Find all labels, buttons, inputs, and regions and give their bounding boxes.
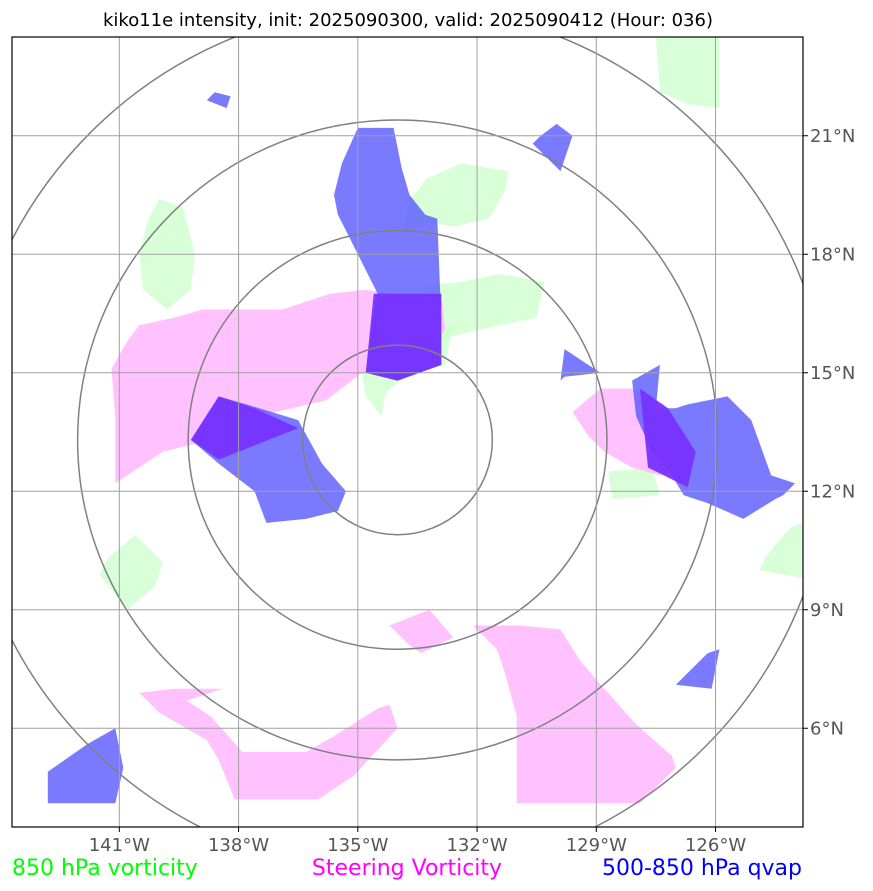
- lat-lon-gridlines: [12, 37, 803, 827]
- 850-hpa-vorticity-region-7: [759, 522, 803, 579]
- x-tick-label: 141°W: [89, 835, 150, 856]
- 850-hpa-vorticity-region-1: [655, 37, 720, 109]
- range-ring-1: [302, 344, 494, 536]
- range-rings: [12, 37, 803, 827]
- steering-vorticity-500-850-hpa-qvap-overlap-region-3: [640, 388, 696, 488]
- x-tick-label: 132°W: [446, 835, 507, 856]
- x-tick-label: 129°W: [566, 835, 627, 856]
- y-tick-label: 6°N: [810, 718, 844, 739]
- x-tick-label: 138°W: [208, 835, 269, 856]
- steering-vorticity-500-850-hpa-qvap-overlap-region-2: [190, 396, 299, 460]
- x-tick-label: 135°W: [327, 835, 388, 856]
- steering-vorticity-region-3: [473, 625, 676, 804]
- 500-850-hpa-qvap-region-8: [47, 728, 124, 804]
- x-axis-ticks: 141°W 138°W 135°W 132°W 129°W 126°W: [89, 827, 746, 856]
- y-tick-label: 21°N: [810, 126, 855, 147]
- x-tick-label: 126°W: [685, 835, 746, 856]
- contour-fill-layers: [47, 37, 803, 804]
- steering-vorticity-region-5: [139, 688, 398, 800]
- range-ring-2: [187, 229, 608, 650]
- steering-vorticity-region-4: [389, 609, 454, 654]
- range-ring-3: [76, 119, 719, 761]
- 500-850-hpa-qvap-region-7: [675, 649, 720, 689]
- y-axis-ticks: 6°N 9°N 12°N 15°N 18°N 21°N: [803, 126, 855, 739]
- legend: 850 hPa vorticity Steering Vorticity 500…: [12, 856, 802, 881]
- plot-frame: [11, 36, 804, 828]
- legend-qvap: 500-850 hPa qvap: [602, 856, 802, 881]
- chart-title: kiko11e intensity, init: 2025090300, val…: [103, 10, 713, 31]
- 500-850-hpa-qvap-region-6: [632, 364, 796, 519]
- layer-steering-vorticity-500-850-hpa-qvap-overlap: [190, 293, 696, 488]
- y-tick-label: 12°N: [810, 481, 855, 502]
- steering-vorticity-500-850-hpa-qvap-overlap-region-1: [365, 293, 442, 381]
- y-tick-label: 18°N: [810, 244, 855, 265]
- 500-850-hpa-qvap-region-2: [206, 92, 231, 109]
- y-tick-label: 9°N: [810, 600, 844, 621]
- legend-steering-vorticity: Steering Vorticity: [312, 856, 502, 881]
- legend-850-hpa-vorticity: 850 hPa vorticity: [12, 856, 198, 881]
- y-tick-label: 15°N: [810, 363, 855, 384]
